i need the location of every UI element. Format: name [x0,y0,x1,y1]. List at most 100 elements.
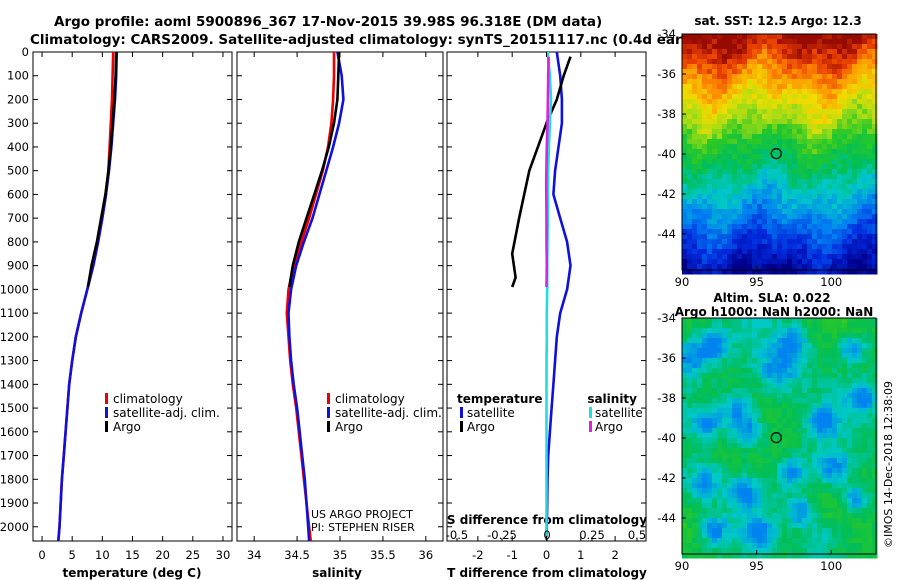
map-cell [752,463,758,469]
map-cell [737,214,743,220]
map-cell [832,144,838,150]
map-cell [872,483,878,489]
map-cell [707,353,713,359]
map-cell [722,473,728,479]
map-cell [827,333,833,339]
map-cell [747,423,753,429]
map-cell [727,84,733,90]
map-cell [862,184,868,190]
map-cell [812,34,818,40]
map-cell [702,413,708,419]
map-cell [732,184,738,190]
map-cell [722,54,728,60]
map-cell [687,318,693,324]
map-cell [832,438,838,444]
map-cell [707,39,713,45]
map-cell [702,69,708,75]
map-cell [712,269,718,275]
map-cell [787,508,793,514]
map-cell [842,229,848,235]
map-cell [842,144,848,150]
map-cell [692,518,698,524]
map-cell [722,214,728,220]
map-cell [742,244,748,250]
map-cell [867,438,873,444]
map-cell [742,169,748,175]
map-cell [777,184,783,190]
map-cell [832,104,838,110]
map-cell [687,189,693,195]
map-cell [867,199,873,205]
map-cell [827,264,833,270]
map-cell [742,114,748,120]
map-cell [717,189,723,195]
map-cell [792,403,798,409]
map-cell [807,254,813,260]
map-cell [847,408,853,414]
map-cell [752,483,758,489]
map-cell [757,259,763,265]
map-cell [852,408,858,414]
x-tick-label: -2 [472,548,483,562]
map-cell [797,134,803,140]
map-cell [782,483,788,489]
map-cell [847,99,853,105]
map-cell [762,483,768,489]
map-cell [692,79,698,85]
map-cell [872,89,878,95]
map-cell [872,49,878,55]
map-cell [742,134,748,140]
map-cell [682,249,688,255]
map-cell [692,533,698,539]
map-cell [852,333,858,339]
map-cell [742,34,748,40]
map-cell [712,214,718,220]
map-cell [822,553,828,559]
map-cell [702,533,708,539]
map-cell [792,473,798,479]
map-cell [847,224,853,230]
map-cell [682,39,688,45]
map-cell [747,338,753,344]
map-cell [822,463,828,469]
map-cell [837,154,843,160]
map-cell [747,139,753,145]
map-cell [707,184,713,190]
map-cell [852,109,858,115]
map-cell [722,264,728,270]
map-cell [847,124,853,130]
map-cell [732,483,738,489]
map-cell [717,448,723,454]
map-cell [692,144,698,150]
map-cell [692,159,698,165]
map-cell [807,498,813,504]
map-cell [762,448,768,454]
map-cell [727,498,733,504]
map-cell [747,498,753,504]
map-cell [842,134,848,140]
map-cell [732,418,738,424]
map-cell [742,438,748,444]
map-cell [762,239,768,245]
map-cell [762,458,768,464]
map-cell [802,318,808,324]
map-cell [682,398,688,404]
map-cell [827,318,833,324]
map-cell [787,328,793,334]
map-cell [692,179,698,185]
map-cell [817,219,823,225]
map-cell [777,99,783,105]
map-cell [782,169,788,175]
x-tick-label: 36 [419,548,434,562]
map-cell [767,363,773,369]
map-cell [807,144,813,150]
map-cell [757,119,763,125]
map-cell [857,204,863,210]
map-cell [712,254,718,260]
map-cell [752,413,758,419]
map-cell [742,129,748,135]
map-cell [762,39,768,45]
map-cell [852,418,858,424]
map-cell [722,498,728,504]
map-cell [817,44,823,50]
